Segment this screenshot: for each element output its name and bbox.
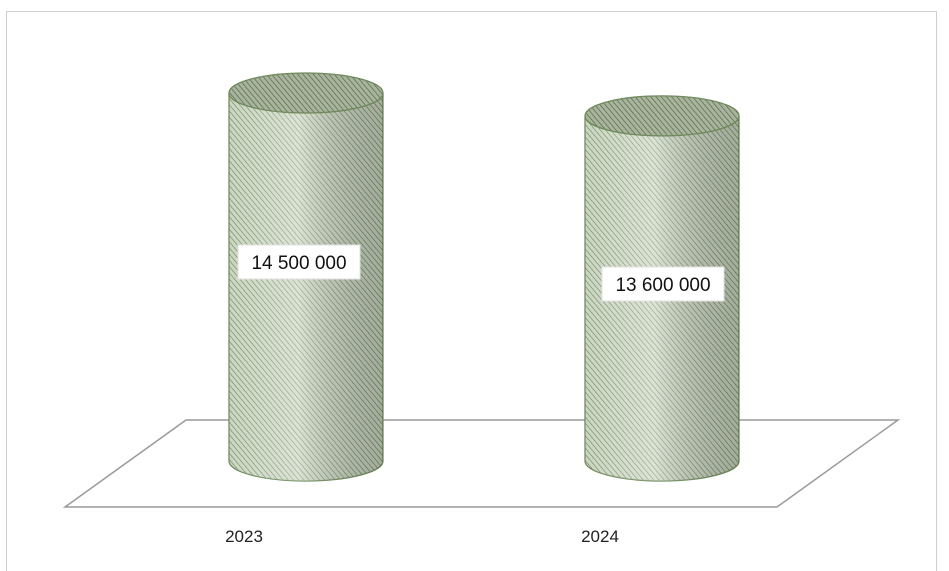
x-axis-ticks: 2023 2024 <box>225 527 619 546</box>
cylinder-shading <box>229 93 383 481</box>
data-label-box <box>237 244 361 280</box>
data-label: 14 500 000 <box>237 244 361 280</box>
chart-floor <box>62 419 901 508</box>
data-label: 13 600 000 <box>601 266 725 302</box>
data-label-text: 13 600 000 <box>615 275 710 296</box>
bar-2023 <box>228 72 384 482</box>
cylinder-top <box>584 95 740 137</box>
data-labels-group: 14 500 000 13 600 000 <box>237 244 725 302</box>
x-tick-label: 2024 <box>581 527 619 546</box>
data-label-box <box>601 266 725 302</box>
data-label-text: 14 500 000 <box>251 253 346 274</box>
cylinder-top <box>228 72 384 114</box>
chart-frame <box>6 11 937 571</box>
x-tick-label: 2023 <box>225 527 263 546</box>
